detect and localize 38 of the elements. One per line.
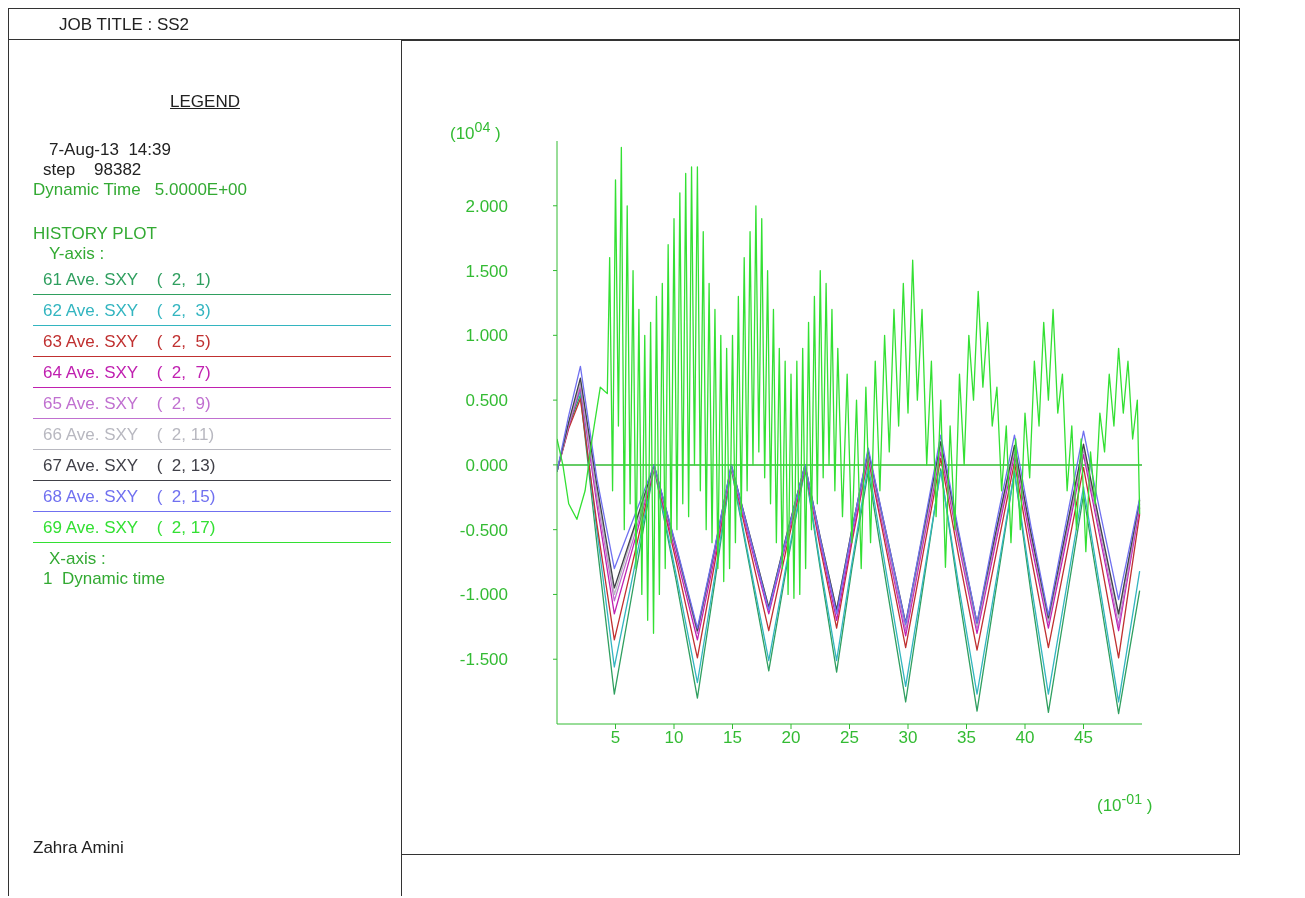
x-tick-label: 15 [723, 728, 742, 748]
x-tick-label: 45 [1074, 728, 1093, 748]
y-tick-label: -0.500 [459, 520, 508, 540]
y-tick-label: 1.500 [465, 261, 508, 281]
y-axis-title: (10$^{04}$ ) [450, 119, 501, 143]
text: 66 Ave. SXY ( 2, 11) [33, 419, 391, 450]
x-tick-label: 35 [957, 728, 976, 748]
text: 61 Ave. SXY ( 2, 1) [33, 264, 391, 295]
text: 68 Ave. SXY ( 2, 15) [33, 481, 391, 512]
text: Dynamic Time 5.0000E+00 [33, 180, 248, 199]
text: 62 Ave. SXY ( 2, 3) [33, 295, 391, 326]
y-tick-label: 2.000 [465, 196, 508, 216]
y-tick-label: -1.000 [459, 585, 508, 605]
y-tick-label: -1.500 [459, 650, 508, 670]
text: 69 Ave. SXY ( 2, 17) [33, 512, 391, 543]
x-tick-label: 30 [898, 728, 918, 748]
text: 63 Ave. SXY ( 2, 5) [33, 326, 391, 357]
text: Zahra Amini [33, 838, 124, 857]
text: 64 Ave. SXY ( 2, 7) [33, 357, 391, 388]
text: step 98382 [43, 160, 142, 179]
y-tick-label: 0.500 [465, 391, 508, 411]
text: LEGEND [170, 92, 240, 111]
text: 1 Dynamic time [43, 569, 165, 588]
x-tick-label: 40 [1015, 728, 1035, 748]
text: 65 Ave. SXY ( 2, 9) [33, 388, 391, 419]
text: X-axis : [49, 549, 106, 568]
x-tick-label: 25 [840, 728, 859, 748]
text: JOB TITLE : SS2 [8, 8, 1240, 40]
text: Y-axis : [49, 244, 105, 263]
x-tick-label: 10 [664, 728, 684, 748]
y-tick-label: 0.000 [465, 455, 508, 475]
text: 67 Ave. SXY ( 2, 13) [33, 450, 391, 481]
x-axis-title: (10$^{-01}$ ) [1097, 791, 1153, 815]
x-tick-label: 5 [610, 728, 621, 748]
text: HISTORY PLOT [33, 224, 157, 243]
y-tick-label: 1.000 [465, 326, 508, 346]
text: 7-Aug-13 14:39 [49, 140, 171, 159]
x-tick-label: 20 [781, 728, 801, 748]
